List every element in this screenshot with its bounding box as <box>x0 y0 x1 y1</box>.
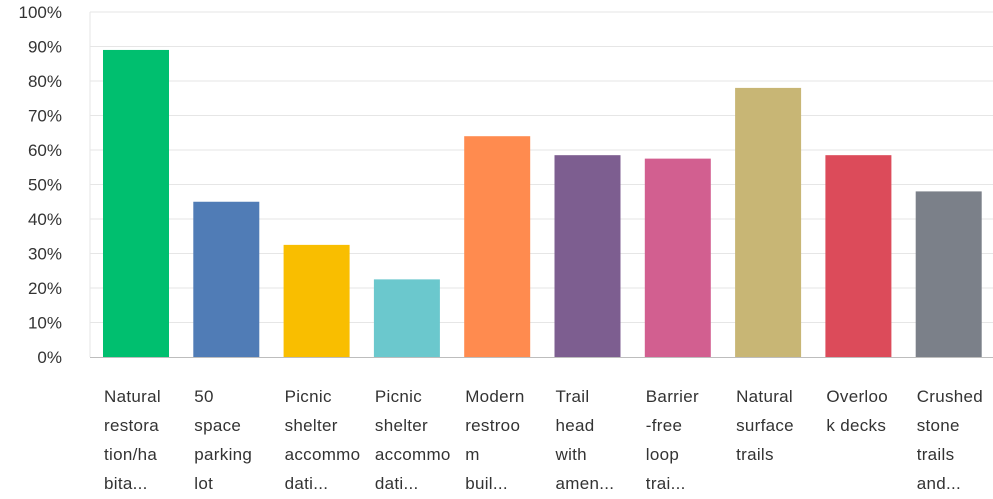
x-category-label-line: surface <box>736 416 794 435</box>
x-category-label-line: dati... <box>375 474 419 493</box>
y-tick-label: 60% <box>28 141 62 160</box>
x-category-label-line: shelter <box>375 416 428 435</box>
x-category-label-line: amen... <box>556 474 615 493</box>
bar <box>103 49 169 357</box>
bar <box>735 87 802 358</box>
x-category-label-line: -free <box>646 416 682 435</box>
x-category-label-line: lot <box>194 474 213 493</box>
x-category-label-line: space <box>194 416 241 435</box>
y-tick-label: 90% <box>28 38 62 57</box>
x-category-label-line: accommo <box>285 445 361 464</box>
x-category-label-line: trails <box>917 445 955 464</box>
x-category-label-line: Modern <box>465 387 524 406</box>
x-category-label-line: bita... <box>104 474 148 493</box>
bars <box>103 49 982 358</box>
y-tick-label: 100% <box>19 3 62 22</box>
y-tick-label: 20% <box>28 279 62 298</box>
x-category-label-line: Trail <box>556 387 590 406</box>
x-category-label-line: restora <box>104 416 159 435</box>
x-category-label-line: 50 <box>194 387 214 406</box>
bar <box>464 136 531 357</box>
x-category-label-line: Picnic <box>375 387 422 406</box>
x-category-label-line: loop <box>646 445 679 464</box>
x-category-label-line: Natural <box>736 387 793 406</box>
y-tick-label: 30% <box>28 245 62 264</box>
x-category-label-line: Picnic <box>285 387 332 406</box>
bar <box>644 158 711 357</box>
y-tick-label: 70% <box>28 107 62 126</box>
y-tick-label: 0% <box>37 348 62 367</box>
x-category-label-line: trai... <box>646 474 686 493</box>
x-category-label-line: and... <box>917 474 961 493</box>
x-category-label-line: accommo <box>375 445 451 464</box>
x-category-label-line: k decks <box>826 416 886 435</box>
bar <box>283 244 350 357</box>
y-tick-label: 50% <box>28 176 62 195</box>
x-axis-category-labels: Natural restora tion/ha bita... 50 space parki… <box>104 387 983 493</box>
x-category-label-line: m <box>465 445 479 464</box>
x-category-label-line: dati... <box>285 474 329 493</box>
x-category-label-line: parking <box>194 445 252 464</box>
y-axis-tick-labels: 0% 10% 20% 30% 40% 50% 60% 70% 80% 90% 100% <box>19 3 62 367</box>
x-category-label-line: Barrier <box>646 387 699 406</box>
x-category-label-line: with <box>555 445 587 464</box>
y-tick-label: 10% <box>28 314 62 333</box>
bar <box>373 279 440 357</box>
x-category-label-line: shelter <box>285 416 338 435</box>
x-category-label-line: tion/ha <box>104 445 157 464</box>
bar <box>193 201 260 357</box>
x-category-label-line: Crushed <box>917 387 983 406</box>
x-category-label-line: Overloo <box>826 387 888 406</box>
x-category-label-line: stone <box>917 416 960 435</box>
x-category-label-line: trails <box>736 445 774 464</box>
y-tick-label: 80% <box>28 72 62 91</box>
y-tick-label: 40% <box>28 210 62 229</box>
bar <box>554 155 621 357</box>
bar <box>825 155 892 357</box>
x-category-label-line: restroo <box>465 416 520 435</box>
x-category-label-line: head <box>556 416 595 435</box>
x-category-label-line: buil... <box>465 474 508 493</box>
bar <box>915 191 982 357</box>
x-category-label-line: Natural <box>104 387 161 406</box>
